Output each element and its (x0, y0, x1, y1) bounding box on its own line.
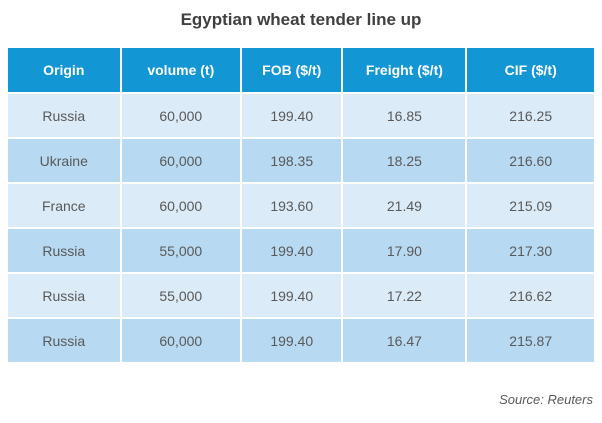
cell-cif: 216.60 (467, 139, 594, 182)
cell-origin: Russia (8, 94, 120, 137)
cell-fob: 199.40 (242, 319, 342, 362)
cell-freight: 18.25 (343, 139, 466, 182)
cell-cif: 215.09 (467, 184, 594, 227)
cell-fob: 199.40 (242, 274, 342, 317)
cell-volume: 55,000 (121, 274, 241, 317)
cell-origin: Russia (8, 274, 120, 317)
cell-fob: 198.35 (242, 139, 342, 182)
cell-cif: 217.30 (467, 229, 594, 272)
table-header-row: Origin volume (t) FOB ($/t) Freight ($/t… (8, 48, 594, 92)
cell-origin: Russia (8, 229, 120, 272)
column-header-volume: volume (t) (121, 48, 241, 92)
cell-fob: 199.40 (242, 94, 342, 137)
cell-origin: Russia (8, 319, 120, 362)
source-attribution: Source: Reuters (499, 392, 593, 407)
table-row: Russia 60,000 199.40 16.47 215.87 (8, 319, 594, 362)
cell-freight: 16.85 (343, 94, 466, 137)
cell-origin: Ukraine (8, 139, 120, 182)
cell-volume: 60,000 (121, 319, 241, 362)
cell-volume: 60,000 (121, 184, 241, 227)
cell-cif: 215.87 (467, 319, 594, 362)
cell-volume: 55,000 (121, 229, 241, 272)
cell-origin: France (8, 184, 120, 227)
page-title: Egyptian wheat tender line up (180, 10, 422, 29)
cell-volume: 60,000 (121, 139, 241, 182)
column-header-origin: Origin (8, 48, 120, 92)
column-header-fob: FOB ($/t) (242, 48, 342, 92)
cell-fob: 199.40 (242, 229, 342, 272)
table-row: Russia 55,000 199.40 17.22 216.62 (8, 274, 594, 317)
cell-freight: 21.49 (343, 184, 466, 227)
cell-volume: 60,000 (121, 94, 241, 137)
cell-freight: 17.90 (343, 229, 466, 272)
cell-freight: 16.47 (343, 319, 466, 362)
column-header-freight: Freight ($/t) (343, 48, 466, 92)
table-row: Ukraine 60,000 198.35 18.25 216.60 (8, 139, 594, 182)
table-row: Russia 60,000 199.40 16.85 216.25 (8, 94, 594, 137)
wheat-tender-table: Origin volume (t) FOB ($/t) Freight ($/t… (6, 46, 596, 364)
table-row: Russia 55,000 199.40 17.90 217.30 (8, 229, 594, 272)
column-header-cif: CIF ($/t) (467, 48, 594, 92)
cell-fob: 193.60 (242, 184, 342, 227)
table-row: France 60,000 193.60 21.49 215.09 (8, 184, 594, 227)
cell-cif: 216.62 (467, 274, 594, 317)
cell-cif: 216.25 (467, 94, 594, 137)
cell-freight: 17.22 (343, 274, 466, 317)
